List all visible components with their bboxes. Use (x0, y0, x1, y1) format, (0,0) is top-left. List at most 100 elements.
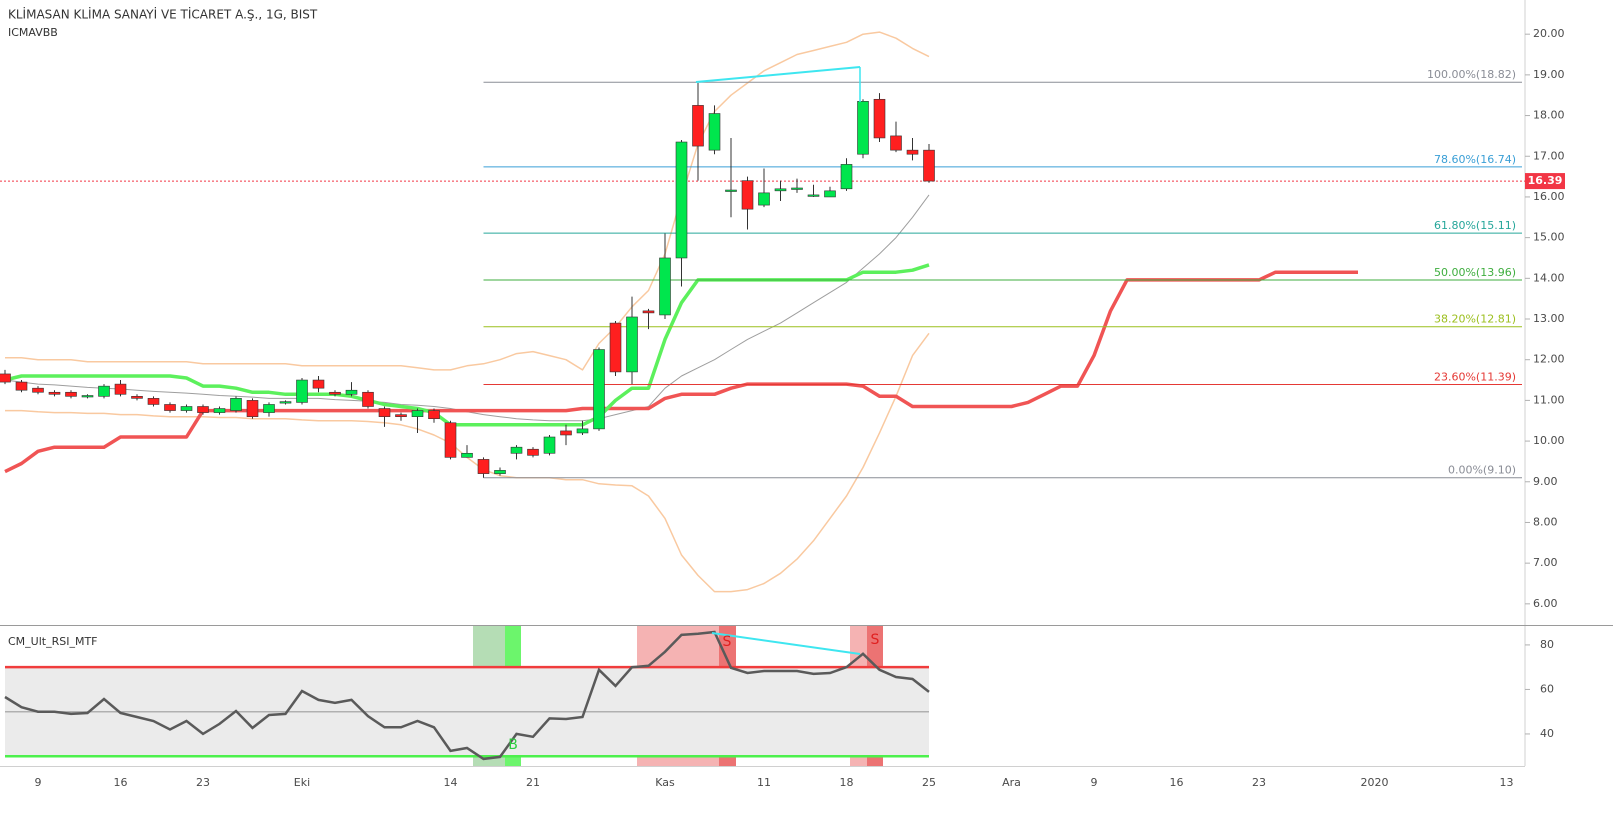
candle-body (444, 422, 457, 458)
candle-body (543, 436, 556, 454)
y-tick-label: 20.00 (1533, 27, 1565, 40)
y-tick-label: 7.00 (1533, 556, 1558, 569)
candle-body (477, 459, 490, 474)
y-tick-label: 8.00 (1533, 515, 1558, 528)
candle-body (246, 400, 259, 417)
candle-body (329, 391, 341, 395)
y-tick-label: 11.00 (1533, 393, 1565, 406)
candle-body (461, 452, 473, 458)
y-tick-label: 6.00 (1533, 597, 1558, 610)
candle-body (395, 414, 407, 417)
y-tick-label: 16.00 (1533, 190, 1565, 203)
candle-body (230, 398, 242, 411)
y-tick-label: 80 (1540, 638, 1554, 651)
y-tick-label: 18.00 (1533, 109, 1565, 122)
x-tick-label: 13 (1500, 776, 1514, 789)
divergence-line (695, 66, 861, 83)
candle-body (708, 113, 721, 151)
y-tick-label: 60 (1540, 682, 1554, 695)
candle-body (279, 401, 292, 404)
fib-label: 23.60%(11.39) (1434, 371, 1516, 384)
x-tick-label: 23 (1252, 776, 1266, 789)
x-tick-label: 16 (1170, 776, 1184, 789)
candle-body (428, 410, 440, 420)
y-tick-label: 9.00 (1533, 475, 1558, 488)
candle-body (791, 187, 803, 190)
candle-body (593, 349, 605, 430)
candle-body (213, 408, 226, 413)
candle-body (642, 310, 655, 314)
fib-label: 50.00%(13.96) (1434, 266, 1516, 279)
fib-label: 100.00%(18.82) (1427, 68, 1516, 81)
x-tick-label: Eki (294, 776, 310, 789)
candle-body (98, 385, 110, 397)
candle-body (362, 391, 374, 407)
candle-body (857, 101, 869, 155)
candle-body (131, 396, 143, 399)
candle-body (774, 188, 787, 192)
candle-body (873, 98, 886, 139)
fib-label: 38.20%(12.81) (1434, 313, 1516, 326)
y-tick-label: 19.00 (1533, 68, 1565, 81)
x-tick-label: Ara (1002, 776, 1021, 789)
candle-body (741, 180, 754, 210)
chart-title: KLİMASAN KLİMA SANAYİ VE TİCARET A.Ş., 1… (8, 7, 318, 22)
candle-body (494, 470, 506, 474)
candle-body (758, 192, 770, 206)
candle-body (263, 404, 275, 413)
chart-subtitle: ICMAVBB (8, 26, 58, 39)
candle-body (659, 257, 671, 316)
candle-body (114, 383, 127, 395)
candle-body (609, 322, 622, 373)
candle-body (411, 410, 424, 417)
buy-signal: B (508, 737, 518, 753)
y-tick-label: 10.00 (1533, 434, 1565, 447)
fib-label: 0.00%(9.10) (1448, 464, 1516, 477)
candle-body (890, 135, 902, 151)
candle-body (906, 149, 919, 155)
sell-signal: S (871, 632, 880, 648)
candle-body (510, 446, 523, 454)
overlay-line (5, 31, 930, 371)
candle-body (378, 408, 391, 417)
candle-body (48, 391, 61, 395)
candle-body (32, 387, 44, 393)
x-tick-label: Kas (655, 776, 675, 789)
indicator-title: CM_Ult_RSI_MTF (8, 635, 98, 648)
candle-body (345, 389, 358, 395)
candle-body (164, 404, 176, 411)
candle-body (576, 428, 589, 434)
candle-body (180, 406, 193, 411)
x-tick-label: 23 (196, 776, 210, 789)
candle-body (840, 164, 853, 190)
candle-body (15, 381, 28, 391)
candle-body (527, 448, 539, 456)
x-tick-label: 18 (840, 776, 854, 789)
divergence-line (711, 632, 861, 655)
candle-body (675, 141, 688, 259)
y-tick-label: 14.00 (1533, 271, 1565, 284)
candle-body (824, 190, 836, 198)
plot-layer: 6.00 7.00 8.00 9.00 10.00 11.00 12.00 13.00 14.0… (0, 27, 1565, 789)
x-tick-label: 16 (114, 776, 128, 789)
candle-body (807, 194, 820, 197)
fib-label: 78.60%(16.74) (1434, 153, 1516, 166)
candle-body (0, 373, 11, 383)
rsi-line (4, 630, 930, 761)
x-tick-label: 25 (922, 776, 936, 789)
candle-body (197, 406, 209, 413)
y-tick-label: 13.00 (1533, 312, 1565, 325)
y-tick-label: 15.00 (1533, 231, 1565, 244)
candle-body (312, 379, 325, 389)
candle-body (147, 398, 160, 405)
candle-body (692, 105, 704, 147)
candle-body (626, 316, 638, 373)
candle-body (923, 149, 935, 182)
last-price-box (1525, 173, 1565, 190)
candle-body (65, 391, 77, 397)
candle-body (296, 379, 308, 403)
candle-body (560, 430, 572, 436)
x-tick-label: 11 (757, 776, 771, 789)
x-tick-label: 2020 (1361, 776, 1389, 789)
candle-body (725, 189, 737, 192)
